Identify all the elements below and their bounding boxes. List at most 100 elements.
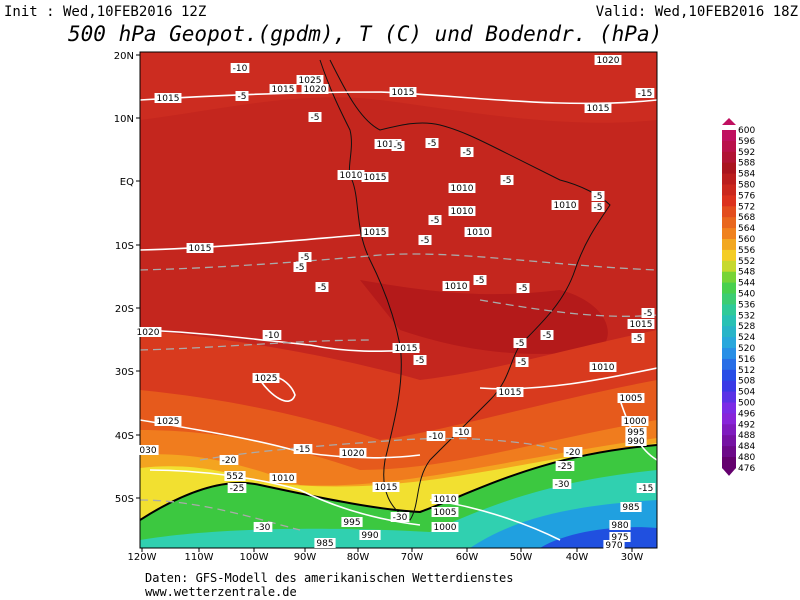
contour-label-box (227, 483, 247, 493)
contour-label-box (431, 522, 459, 532)
contour-label-box (154, 93, 182, 103)
contour-label: 990 (627, 437, 644, 447)
colorbar-label: 480 (738, 453, 755, 463)
contour-label-box (448, 206, 476, 216)
colorbar-segment (722, 249, 736, 262)
contour-label: -10 (233, 64, 248, 74)
data-source: Daten: GFS-Modell des amerikanischen Wet… (145, 571, 513, 585)
contour-label-box (230, 63, 250, 73)
colorbar-segment (722, 304, 736, 316)
contour-label: -5 (594, 192, 603, 202)
contour-label: 995 (627, 428, 644, 438)
contour-label-box (617, 393, 645, 403)
contour-label: -10 (429, 432, 444, 442)
colorbar-segment (722, 337, 736, 349)
map-field (140, 52, 657, 548)
contour-label: -5 (238, 92, 247, 102)
contour-label: -30 (393, 513, 408, 523)
contour-label: 975 (611, 533, 628, 543)
contour-label: 1015 (272, 85, 295, 95)
contour-label: 995 (343, 518, 360, 528)
contour-label: -5 (421, 236, 430, 246)
colorbar-segment (722, 380, 736, 393)
contour-label: 1010 (445, 282, 468, 292)
contour-label: -5 (428, 139, 437, 149)
contour-label-box (515, 357, 529, 367)
latitude-label: 40S (115, 431, 134, 442)
longitude-label: 60W (456, 552, 479, 563)
contour-label-box (540, 330, 554, 340)
contour-label-box (269, 473, 297, 483)
colorbar-segment (722, 195, 736, 207)
colorbar-label: 544 (738, 279, 755, 289)
colorbar-label: 516 (738, 355, 755, 365)
contour-label-box (473, 275, 487, 285)
colorbar-label: 488 (738, 431, 755, 441)
contour-label-box (442, 281, 470, 291)
contour-label: 1015 (364, 228, 387, 238)
colorbar-label: 592 (738, 148, 755, 158)
contour-label-box (293, 444, 313, 454)
contour-label-box (425, 138, 439, 148)
contour-label: 1025 (255, 374, 278, 384)
contour-label-box (337, 170, 365, 180)
colorbar-segment (722, 446, 736, 458)
contour-label: -5 (463, 148, 472, 158)
contour-label-box (555, 461, 575, 471)
contour-label: -15 (639, 484, 654, 494)
colorbar-segment (722, 424, 736, 436)
longitude-label: 30W (621, 552, 644, 563)
map-title: 500 hPa Geopot.(gpdm), T (C) und Bodendr… (68, 22, 662, 46)
contour-label: 1015 (587, 104, 610, 114)
contour-label: -5 (416, 356, 425, 366)
contour-label: 1015 (499, 388, 522, 398)
contour-label: -5 (431, 216, 440, 226)
contour-label-box (374, 139, 402, 149)
colorbar-label: 560 (738, 235, 755, 245)
contour-label-box (253, 522, 273, 532)
contour-label-box (594, 55, 622, 65)
colorbar-label: 508 (738, 377, 755, 387)
contour-label-box (235, 91, 249, 101)
contour-label: 030 (139, 446, 156, 456)
contour-label: 1010 (451, 184, 474, 194)
longitude-label: 100W (240, 552, 269, 563)
colorbar-label: 600 (738, 126, 755, 136)
colorbar-label: 504 (738, 388, 755, 398)
colorbar-label: 556 (738, 246, 755, 256)
contour-label-box (625, 436, 647, 446)
contour-label: -5 (301, 253, 310, 263)
contour-label: -20 (222, 456, 237, 466)
colorbar-segment (722, 173, 736, 185)
colorbar-segment (722, 239, 736, 251)
latitude-label: 10S (115, 241, 134, 252)
colorbar-label: 548 (738, 268, 755, 278)
colorbar-segment (722, 457, 736, 469)
colorbar-label: 584 (738, 170, 755, 180)
contour-label: 1010 (592, 363, 615, 373)
contour-label: -15 (296, 445, 311, 455)
contour-label-box (298, 252, 312, 262)
contour-label-box (361, 227, 389, 237)
longitude-label: 50W (510, 552, 533, 563)
colorbar-label: 520 (738, 344, 755, 354)
contour-label-box (361, 172, 389, 182)
colorbar-segment (722, 151, 736, 164)
contour-label: -10 (455, 428, 470, 438)
contour-label: 1005 (620, 394, 643, 404)
contour-label-box (636, 483, 656, 493)
colorbar-segment (722, 358, 736, 371)
contour-label-box (413, 355, 427, 365)
contour-label-box (431, 507, 459, 517)
colorbar-label: 512 (738, 366, 755, 376)
contour-label: -30 (256, 523, 271, 533)
colorbar-label: 528 (738, 322, 755, 332)
colorbar-label: 496 (738, 409, 755, 419)
contour-label-box (591, 191, 605, 201)
longitude-label: 70W (401, 552, 424, 563)
contour-label: -25 (230, 484, 245, 494)
contour-label: 1010 (272, 474, 295, 484)
colorbar-label: 596 (738, 137, 755, 147)
colorbar-top-arrow (722, 118, 736, 125)
